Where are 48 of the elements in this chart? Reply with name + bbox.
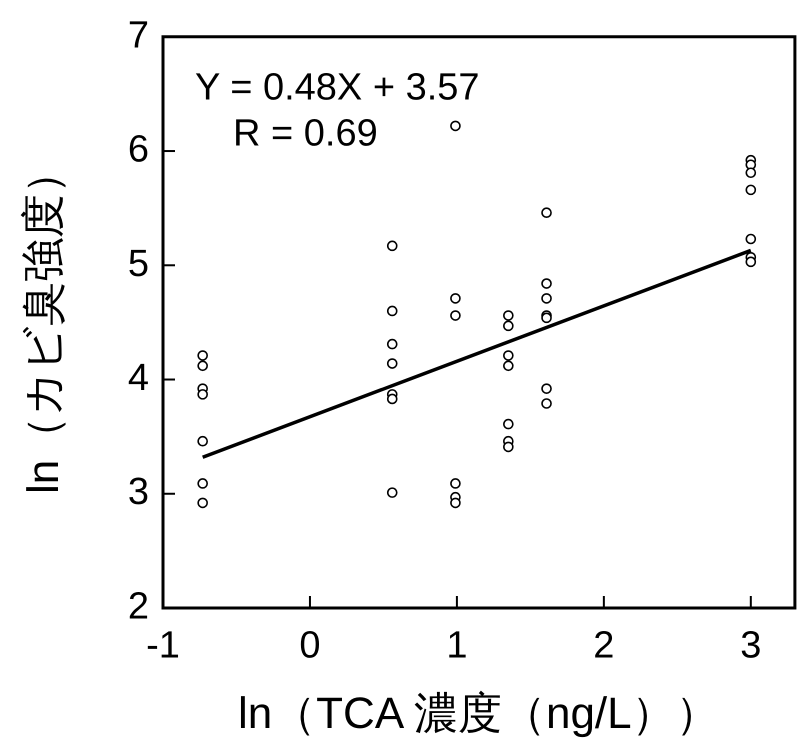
x-axis-title: ln（TCA 濃度（ng/L））: [238, 689, 720, 738]
point: [450, 120, 461, 132]
point: [197, 436, 208, 447]
point: [386, 240, 398, 252]
x-tick-label: 0: [299, 624, 321, 666]
annotation: R = 0.69: [233, 112, 378, 154]
point: [386, 487, 398, 498]
y-tick-label: 4: [128, 357, 149, 400]
point: [197, 350, 208, 361]
y-tick-label: 3: [128, 471, 149, 514]
point: [503, 418, 514, 430]
point: [386, 394, 398, 404]
point: [541, 312, 552, 324]
y-tick-label: 6: [128, 128, 149, 171]
point: [503, 310, 514, 321]
point: [450, 498, 461, 508]
point: [386, 306, 398, 316]
point: [450, 293, 461, 304]
point: [746, 256, 756, 268]
point: [197, 478, 208, 489]
point: [197, 389, 208, 400]
y-tick-label: 7: [128, 14, 149, 56]
point: [503, 350, 514, 361]
point: [386, 338, 398, 350]
point: [386, 358, 398, 369]
point: [746, 234, 756, 244]
point: [503, 320, 514, 332]
x-tick-label: 3: [740, 624, 762, 666]
x-tick-label: 2: [593, 624, 614, 666]
point: [541, 293, 552, 304]
point: [541, 207, 552, 218]
point: [541, 383, 552, 394]
point: [450, 310, 461, 321]
point: [197, 360, 208, 372]
y-tick-label: 5: [128, 242, 149, 285]
point: [746, 184, 756, 196]
point: [503, 442, 514, 452]
point: [746, 167, 756, 178]
point: [197, 498, 208, 508]
x-tick-label: 1: [446, 624, 468, 666]
point: [541, 398, 552, 409]
y-tick-label: 2: [128, 585, 149, 628]
x-tick-label: -1: [146, 624, 180, 666]
point: [503, 360, 514, 372]
point: [450, 478, 461, 489]
y-axis-title: ln（カビ臭強度）: [19, 150, 68, 494]
annotation: Y = 0.48X + 3.57: [195, 66, 480, 108]
point: [541, 278, 552, 289]
